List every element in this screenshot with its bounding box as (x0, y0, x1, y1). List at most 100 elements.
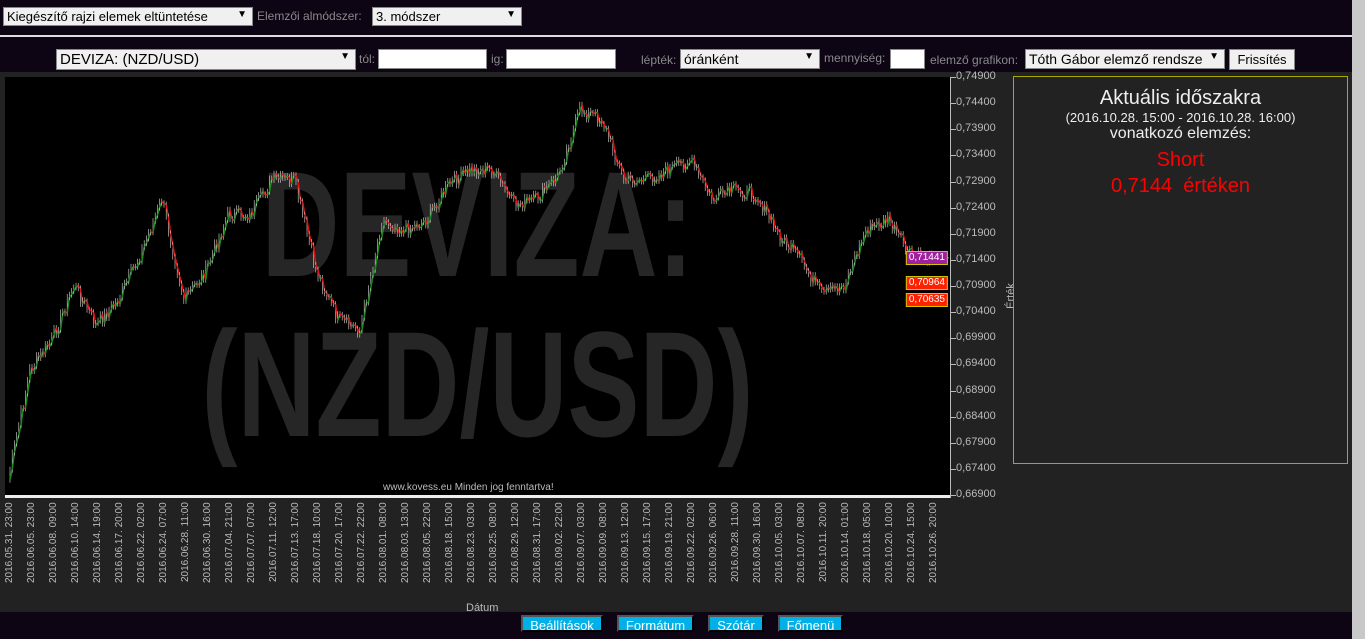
candle-down (92, 312, 97, 326)
dropdown-arrow-icon: ▼ (340, 51, 350, 62)
candle-up (135, 265, 138, 269)
candle-up (372, 269, 376, 276)
format-button[interactable]: Formátum (617, 615, 694, 633)
y-tick-label: 0,72400 (956, 200, 996, 213)
divider (0, 35, 1352, 37)
candle-down (697, 166, 702, 176)
analysis-chart-value: Tóth Gábor elemző rendsze (1029, 51, 1203, 67)
candle-down (535, 193, 539, 196)
candle-down (491, 168, 495, 176)
candle-up (75, 285, 79, 288)
candle-up (108, 309, 112, 319)
panel-period: (2016.10.28. 15:00 - 2016.10.28. 16:00) (1065, 110, 1296, 125)
from-input[interactable] (378, 49, 487, 69)
candle-down (623, 171, 627, 181)
candle-up (880, 225, 884, 229)
candle-up (858, 243, 863, 257)
candle-down (308, 233, 313, 243)
x-tick-label: 2016.08.01. 08:00 (378, 502, 389, 583)
candle-up (136, 261, 141, 267)
candle-up (554, 177, 559, 184)
dictionary-button[interactable]: Szótár (708, 615, 764, 633)
scale-select[interactable]: óránként ▼ (680, 49, 820, 69)
candle-down (79, 288, 84, 304)
candle-up (671, 163, 675, 168)
refresh-button[interactable]: Frissítés (1229, 49, 1295, 70)
candle-up (123, 282, 128, 287)
candle-down (354, 324, 359, 329)
candle-up (557, 171, 561, 178)
candle-up (444, 183, 449, 195)
candle-down (759, 201, 763, 205)
main-menu-button[interactable]: Főmenü (778, 615, 843, 633)
candle-up (361, 317, 365, 331)
candle-up (634, 182, 638, 186)
candle-down (651, 175, 656, 184)
candle-down (641, 179, 644, 183)
candle-up (233, 211, 238, 221)
settings-button[interactable]: Beállítások (521, 615, 603, 633)
candle-down (889, 214, 893, 224)
candle-down (592, 112, 596, 115)
x-tick-label: 2016.07.11. 12:00 (268, 502, 279, 582)
candle-up (882, 217, 887, 227)
candle-up (854, 253, 858, 263)
candle-down (330, 296, 335, 304)
candle-up (909, 247, 913, 250)
y-tick-mark (951, 468, 956, 470)
analysis-chart-select[interactable]: Tóth Gábor elemző rendsze ▼ (1025, 49, 1225, 69)
candle-up (44, 343, 49, 355)
to-input[interactable] (506, 49, 616, 69)
candle-up (642, 177, 647, 182)
candle-up (198, 282, 202, 286)
x-tick-label: 2016.10.20. 10:00 (884, 502, 895, 583)
candle-up (845, 281, 849, 291)
candle-up (458, 177, 462, 186)
candle-up (548, 182, 552, 186)
candle-down (603, 123, 607, 130)
overlay-select[interactable]: Kiegészítő rajzi elemek eltüntetése ▼ (3, 7, 253, 26)
candle-up (143, 242, 148, 248)
candle-down (739, 189, 744, 195)
candle-down (229, 209, 233, 220)
candle-up (227, 209, 231, 221)
candle-down (334, 304, 339, 321)
candle-up (847, 271, 852, 283)
candle-up (33, 365, 38, 372)
candle-up (185, 290, 189, 302)
candle-down (88, 309, 92, 312)
submethod-select[interactable]: 3. módszer ▼ (372, 7, 522, 26)
y-tick-mark (951, 338, 956, 340)
instrument-select[interactable]: DEVIZA: (NZD/USD) ▼ (56, 49, 356, 70)
candle-down (581, 104, 585, 115)
y-tick-mark (951, 390, 956, 392)
submethod-label: Elemzői almódszer: (257, 9, 362, 23)
candle-up (337, 313, 341, 321)
candle-down (590, 110, 594, 114)
quantity-input[interactable] (890, 49, 925, 69)
watermark-line-2: (NZD/USD) (201, 300, 754, 468)
candle-down (262, 190, 266, 195)
candle-down (520, 202, 523, 205)
x-axis-title: Dátum (466, 602, 499, 614)
candle-up (158, 201, 163, 208)
candle-down (805, 266, 810, 272)
y-tick-label: 0,70900 (956, 279, 996, 291)
y-axis-line (950, 77, 951, 498)
page-scrollbar[interactable] (1352, 0, 1365, 639)
x-tick-label: 2016.09.22. 02:00 (686, 502, 697, 583)
x-tick-label: 2016.07.20. 17:00 (334, 502, 345, 583)
x-tick-label: 2016.07.04. 21:00 (224, 502, 235, 583)
candle-down (387, 221, 392, 227)
x-tick-label: 2016.06.24. 07:00 (158, 502, 169, 583)
candle-up (15, 434, 20, 444)
candle-up (724, 192, 728, 196)
candle-down (779, 231, 783, 244)
candle-down (333, 302, 336, 305)
candle-down (297, 181, 302, 200)
y-tick-label: 0,69900 (956, 331, 996, 344)
y-tick-label: 0,70400 (956, 305, 996, 318)
scale-label: lépték: (641, 53, 677, 67)
quantity-label: mennyiség: (824, 51, 886, 65)
candle-up (66, 296, 71, 314)
